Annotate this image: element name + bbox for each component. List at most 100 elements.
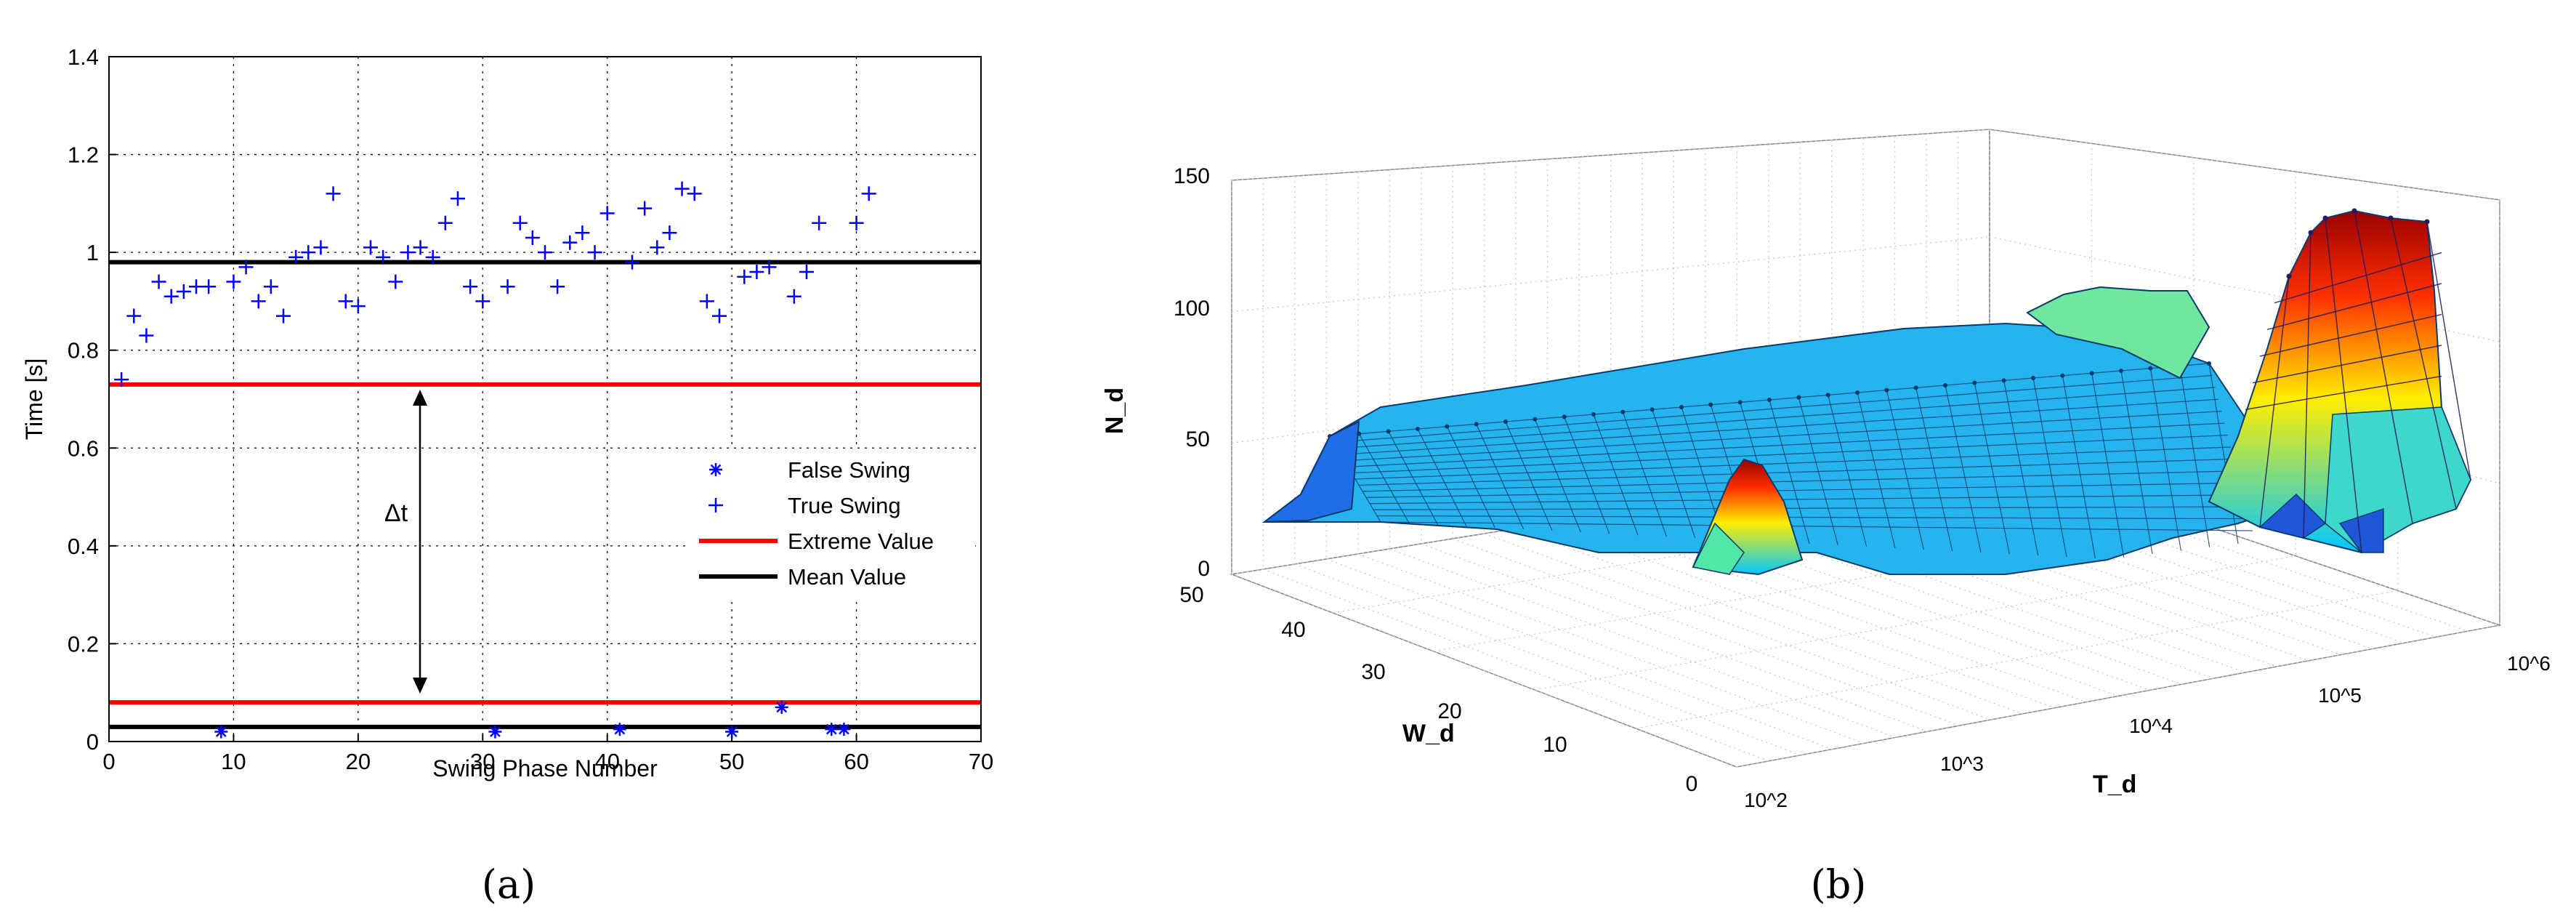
z-axis-label: N_d [1101, 387, 1128, 434]
legend-false-swing: False Swing [709, 457, 911, 483]
true-swing-point [251, 294, 266, 309]
x-tick-label: 40 [594, 749, 619, 774]
false-swing-point [837, 723, 851, 736]
t-tick: 10^2 [1744, 789, 1788, 811]
true-swing-point [699, 294, 714, 309]
true-swing-point [786, 289, 802, 304]
y-tick-label: 1 [86, 240, 99, 265]
surface-back-ridge [2026, 286, 2210, 379]
svg-text:Extreme Value: Extreme Value [788, 529, 934, 554]
svg-text:40: 40 [1281, 618, 1305, 642]
true-swing-point [637, 201, 653, 216]
true-swing-point [313, 240, 328, 255]
y-tick-label: 1.2 [68, 142, 99, 168]
z-tick: 100 [1174, 297, 1210, 321]
y-tick-label: 0 [86, 729, 99, 755]
true-swing-point [139, 328, 154, 343]
y-tick-label: 0.4 [68, 534, 99, 559]
delta-t-annotation: Δt [384, 390, 427, 694]
surface-left-edge [1261, 420, 1360, 523]
svg-text:10: 10 [1543, 733, 1567, 757]
t-tick: 10^4 [2129, 715, 2173, 737]
peak-mesh [2245, 208, 2471, 553]
false-swing-point [214, 725, 228, 739]
z-tick: 150 [1174, 164, 1210, 188]
plot-a-x-label: Swing Phase Number [432, 755, 658, 782]
svg-text:10^3: 10^3 [1940, 752, 1984, 775]
true-swing-point [562, 235, 578, 250]
true-swing-point [463, 279, 478, 294]
plot-a-y-ticks: 0 0.2 0.4 0.6 0.8 1 1.2 1.4 [68, 44, 116, 755]
svg-text:True Swing: True Swing [788, 493, 901, 518]
svg-text:50: 50 [1186, 427, 1210, 451]
plot-a-x-ticks: 0 10 20 30 40 50 60 70 [102, 734, 993, 774]
plot-a-y-label: Time [s] [21, 358, 47, 441]
true-swing-point [712, 308, 727, 324]
true-swing-point [799, 265, 814, 280]
true-swing-point [238, 260, 254, 275]
legend-true-swing: True Swing [708, 493, 901, 518]
x-tick-label: 10 [221, 749, 246, 774]
t-axis: 10^2 10^3 10^4 10^5 10^6 T_d [1744, 652, 2551, 811]
true-swing-point [762, 260, 777, 275]
svg-text:0: 0 [1198, 557, 1210, 581]
true-swing-point [276, 308, 291, 324]
false-swing-point [825, 723, 839, 736]
svg-text:False Swing: False Swing [788, 457, 911, 483]
true-swing-point [363, 240, 378, 255]
true-swing-point [599, 206, 615, 221]
true-swing-point [749, 265, 764, 280]
t-axis-label: T_d [2093, 771, 2136, 798]
svg-text:20: 20 [1437, 699, 1461, 723]
t-tick: 10^6 [2507, 652, 2551, 675]
true-swing-point [413, 240, 428, 255]
true-swing-point [625, 254, 639, 270]
false-swing-point [725, 725, 739, 739]
z-axis: 0 50 100 150 N_d [1101, 164, 1210, 581]
plot-a-grid [109, 57, 981, 742]
y-tick-label: 1.4 [68, 44, 99, 70]
caption-a: (a) [482, 861, 536, 907]
svg-text:10^5: 10^5 [2318, 684, 2362, 707]
true-swing-point [849, 215, 864, 230]
true-swing-point [376, 249, 391, 265]
surface [1261, 208, 2472, 576]
svg-text:10^6: 10^6 [2507, 652, 2551, 675]
true-swing-point [538, 245, 552, 260]
t-tick: 10^3 [1940, 752, 1984, 775]
z-tick: 50 [1186, 427, 1210, 451]
surface-mesh [1328, 361, 2253, 559]
svg-text:150: 150 [1174, 164, 1210, 188]
true-swing-point [425, 249, 440, 265]
w-tick: 50 [1179, 583, 1203, 607]
y-tick-label: 0.6 [68, 435, 99, 461]
true-swing-point [662, 225, 677, 241]
true-swing-point [388, 274, 403, 289]
legend-mean-value: Mean Value [699, 564, 906, 590]
delta-t-label: Δt [384, 499, 408, 527]
svg-text:10^4: 10^4 [2129, 715, 2173, 737]
plot-a-frame [108, 56, 982, 742]
true-swing-point [176, 284, 191, 299]
true-swing-point [861, 186, 876, 201]
true-swing-point [500, 279, 515, 294]
true-swing-point [288, 249, 304, 265]
false-swing-point [488, 725, 502, 739]
w-tick: 20 [1437, 699, 1461, 723]
true-swing-point [451, 191, 465, 206]
caption-b: (b) [1811, 861, 1867, 907]
true-swing-point [338, 294, 353, 309]
w-axis: 50 40 30 20 10 0 W_d [1179, 583, 1697, 796]
true-swing-point [126, 308, 142, 324]
w-tick: 0 [1686, 772, 1698, 796]
z-tick: 0 [1198, 557, 1210, 581]
y-tick-label: 0.8 [68, 338, 99, 363]
y-tick-label: 0.2 [68, 631, 99, 656]
x-tick-label: 30 [470, 749, 495, 774]
true-swing-point [151, 274, 166, 289]
w-tick: 10 [1543, 733, 1567, 757]
svg-text:10^2: 10^2 [1744, 789, 1788, 811]
plot-a-reference-lines [109, 260, 981, 729]
svg-text:100: 100 [1174, 297, 1210, 321]
true-swing-point [512, 215, 528, 230]
